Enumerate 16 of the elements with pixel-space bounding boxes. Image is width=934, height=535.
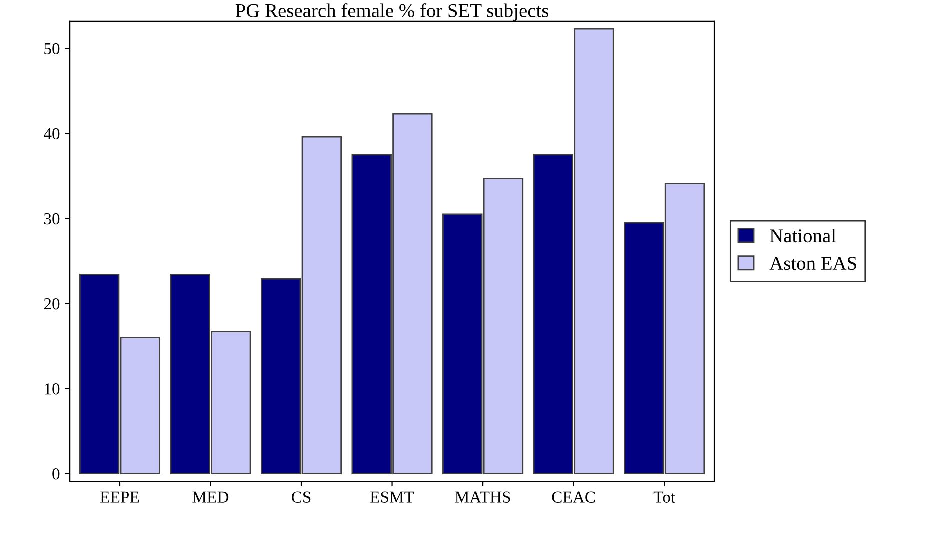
legend-label: Aston EAS [770, 257, 856, 270]
x-tick-label: CEAC [552, 492, 596, 503]
x-tick-label: CS [292, 492, 311, 503]
y-tick-label: 50 [44, 43, 60, 55]
y-tick-label: 20 [44, 298, 60, 310]
y-tick-label: 10 [45, 384, 60, 395]
x-tick-label: EEPE [100, 492, 140, 503]
x-tick-label: ESMT [370, 492, 414, 503]
x-tick-label: Tot [654, 492, 676, 503]
x-tick-label: MATHS [455, 492, 510, 503]
y-tick-label: 30 [44, 213, 60, 225]
chart-title: PG Research female % for SET subjects [236, 4, 549, 22]
x-tick-label: MED [192, 492, 229, 503]
legend-label: National [770, 228, 836, 243]
y-tick-label: 40 [44, 128, 60, 140]
y-tick-label: 0 [52, 468, 60, 480]
